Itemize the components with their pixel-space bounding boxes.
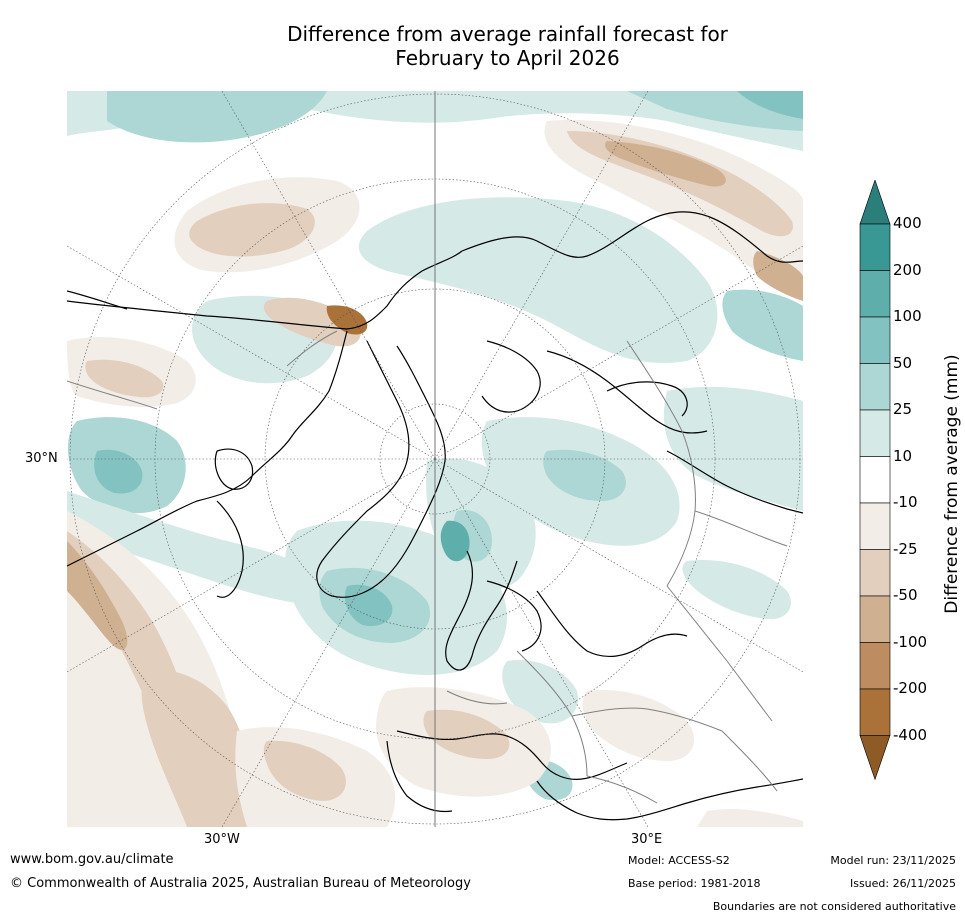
- colorbar-tick-label: 100: [893, 307, 922, 325]
- colorbar-tick-label: 400: [893, 214, 922, 232]
- graticule: [67, 91, 803, 827]
- colorbar-tick-label: -100: [893, 632, 928, 651]
- dry-anomaly-regions: [67, 120, 803, 827]
- colorbar-bin: [859, 409, 891, 457]
- base-period: Base period: 1981-2018: [628, 877, 761, 890]
- colorbar-bin: [859, 316, 891, 364]
- coastlines: [67, 211, 803, 821]
- colorbar-bin: [859, 270, 891, 318]
- model-run: Model run: 23/11/2025: [830, 854, 956, 867]
- colorbar-bin: [859, 735, 891, 781]
- issued-date: Issued: 26/11/2025: [849, 877, 956, 890]
- rainfall-anomaly-map: [67, 91, 803, 827]
- colorbar-tick-label: -50: [893, 586, 918, 604]
- copyright-text: © Commonwealth of Australia 2025, Austra…: [10, 876, 471, 891]
- lat-label-30n: 30°N: [25, 451, 58, 466]
- website-link[interactable]: www.bom.gov.au/climate: [10, 852, 174, 867]
- colorbar-bin: [859, 688, 891, 736]
- colorbar-tick-label: -10: [893, 493, 918, 511]
- colorbar-bin: [859, 549, 891, 597]
- lon-label-30w: 30°W: [204, 832, 240, 847]
- title-line-1: Difference from average rainfall forecas…: [287, 22, 728, 46]
- colorbar-tick-label: -200: [893, 679, 928, 697]
- colorbar-tick-label: 200: [893, 260, 922, 279]
- lon-label-30e: 30°E: [631, 832, 663, 847]
- colorbar-bin: [859, 595, 891, 643]
- boundaries-disclaimer: Boundaries are not considered authoritat…: [712, 900, 956, 913]
- model-name: Model: ACCESS-S2: [628, 854, 730, 867]
- country-borders: [67, 330, 788, 804]
- colorbar-title: Difference from average (mm): [942, 354, 962, 614]
- colorbar: [859, 180, 891, 781]
- colorbar-tick-label: -400: [893, 725, 928, 744]
- title-line-2: February to April 2026: [395, 46, 620, 70]
- colorbar-bin: [859, 223, 891, 271]
- colorbar-tick-label: 50: [893, 353, 913, 372]
- colorbar-tick-label: 10: [893, 446, 913, 465]
- colorbar-bin: [859, 180, 891, 225]
- colorbar-tick-label: -25: [893, 539, 918, 558]
- chart-title: Difference from average rainfall forecas…: [0, 22, 965, 70]
- colorbar-bin: [859, 363, 891, 411]
- colorbar-bin: [859, 642, 891, 690]
- colorbar-bin: [859, 456, 891, 504]
- colorbar-bin: [859, 502, 891, 550]
- colorbar-tick-label: 25: [893, 400, 913, 418]
